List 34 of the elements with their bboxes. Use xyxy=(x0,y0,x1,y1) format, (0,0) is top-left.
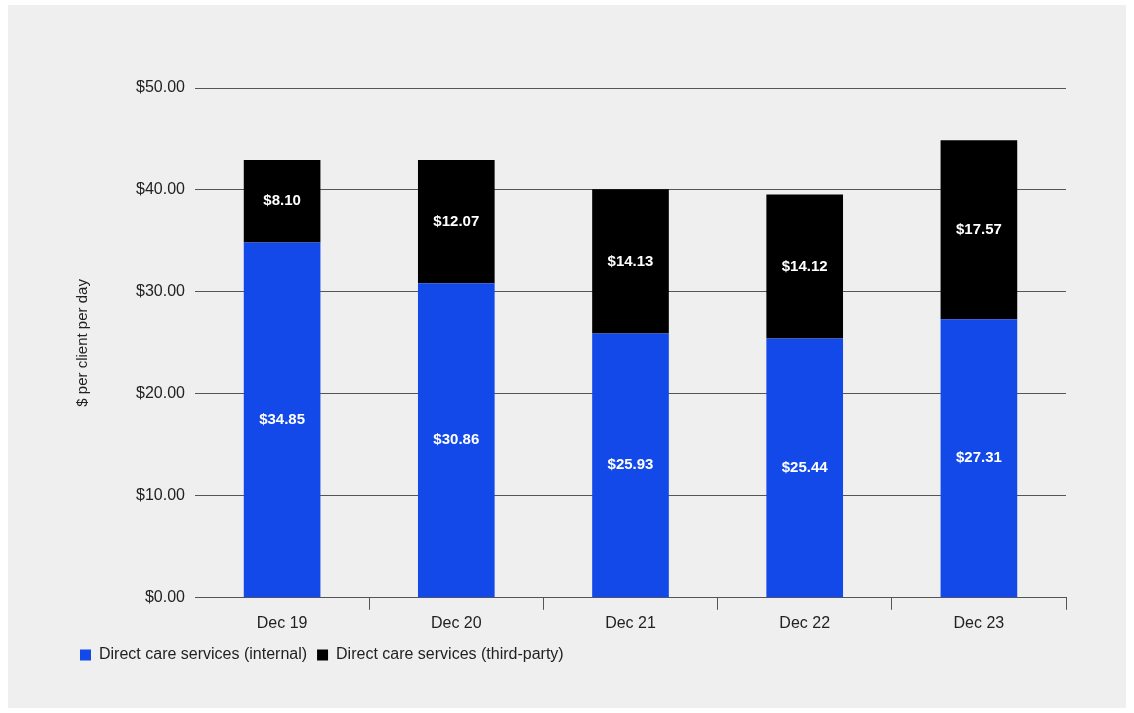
data-label: $8.10 xyxy=(263,191,301,209)
y-tick-label: $40.00 xyxy=(136,180,186,198)
bar xyxy=(940,140,1018,320)
x-tick-label: Dec 23 xyxy=(953,613,1005,631)
data-label: $25.44 xyxy=(781,458,829,475)
bar xyxy=(766,338,844,598)
x-tick-label: Dec 21 xyxy=(605,613,656,631)
x-tick-label: Dec 19 xyxy=(256,613,308,631)
data-label: $34.85 xyxy=(259,410,306,428)
bar xyxy=(417,283,495,598)
y-tick-label: $0.00 xyxy=(144,588,186,606)
bar xyxy=(592,189,669,334)
y-tick-label: $30.00 xyxy=(136,282,186,300)
data-label: $17.57 xyxy=(955,219,1002,237)
bar xyxy=(243,159,321,243)
data-label: $14.12 xyxy=(781,256,828,274)
data-label: $12.07 xyxy=(433,211,480,229)
y-tick-label: $50.00 xyxy=(136,78,186,96)
legend-label: Direct care services (internal) xyxy=(99,645,308,663)
y-tick-label: $10.00 xyxy=(136,486,186,504)
bar xyxy=(940,319,1018,598)
data-label: $25.93 xyxy=(607,455,654,473)
bar xyxy=(417,160,495,284)
bar xyxy=(766,194,844,339)
y-tick-label: $20.00 xyxy=(136,384,186,402)
x-tick-label: Dec 22 xyxy=(779,613,831,631)
y-axis-title: $ per client per day xyxy=(73,278,91,407)
legend-label: Direct care services (third-party) xyxy=(336,645,564,663)
bar xyxy=(592,333,669,598)
data-label: $30.86 xyxy=(433,430,480,448)
x-tick-label: Dec 20 xyxy=(430,613,482,631)
bar xyxy=(243,242,321,598)
data-label: $27.31 xyxy=(955,448,1002,466)
data-label: $14.13 xyxy=(607,251,654,269)
